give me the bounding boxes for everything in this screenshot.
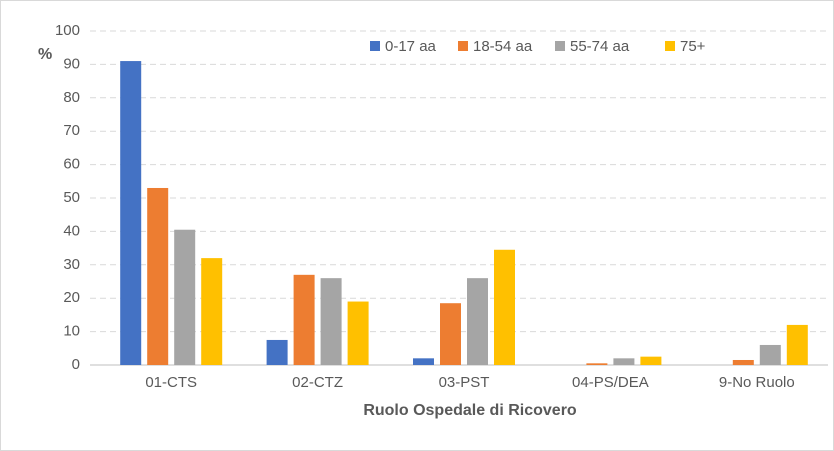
legend-swatch (370, 41, 380, 51)
x-tick-label: 01-CTS (145, 374, 197, 391)
bar (347, 301, 369, 365)
y-tick-label: 20 (63, 289, 80, 306)
y-tick-label: 10 (63, 323, 80, 340)
y-axis-label: % (38, 46, 52, 63)
y-tick-label: 80 (63, 89, 80, 106)
x-tick-label: 04-PS/DEA (572, 374, 649, 391)
legend-swatch (458, 41, 468, 51)
y-tick-label: 100 (55, 22, 80, 39)
bar (174, 229, 196, 365)
x-tick-label: 02-CTZ (292, 374, 343, 391)
legend-label: 55-74 aa (570, 38, 630, 55)
bar (320, 278, 342, 365)
bar (467, 278, 488, 365)
bar (613, 358, 635, 365)
legend-label: 75+ (680, 38, 706, 55)
bar (586, 363, 608, 365)
x-tick-label: 03-PST (439, 374, 490, 391)
legend-swatch (665, 41, 675, 51)
bar (440, 303, 461, 365)
bar (786, 324, 808, 365)
y-tick-label: 50 (63, 189, 80, 206)
legend-swatch (555, 41, 565, 51)
bar (120, 61, 142, 366)
bar (494, 249, 515, 365)
legend-label: 0-17 aa (385, 38, 437, 55)
x-axis-label: Ruolo Ospedale di Ricovero (363, 402, 577, 419)
y-tick-label: 60 (63, 156, 80, 173)
bar (201, 258, 223, 365)
y-tick-label: 40 (63, 222, 80, 239)
bar (293, 274, 315, 365)
bar (413, 358, 434, 365)
y-tick-label: 90 (63, 55, 80, 72)
bar (266, 339, 288, 365)
y-tick-label: 30 (63, 256, 80, 273)
y-tick-label: 0 (72, 356, 80, 373)
bar (732, 359, 754, 365)
legend-label: 18-54 aa (473, 38, 533, 55)
bar (759, 344, 781, 365)
x-tick-label: 9-No Ruolo (719, 374, 795, 391)
y-tick-label: 70 (63, 122, 80, 139)
bar (147, 187, 169, 365)
bar (640, 356, 662, 365)
